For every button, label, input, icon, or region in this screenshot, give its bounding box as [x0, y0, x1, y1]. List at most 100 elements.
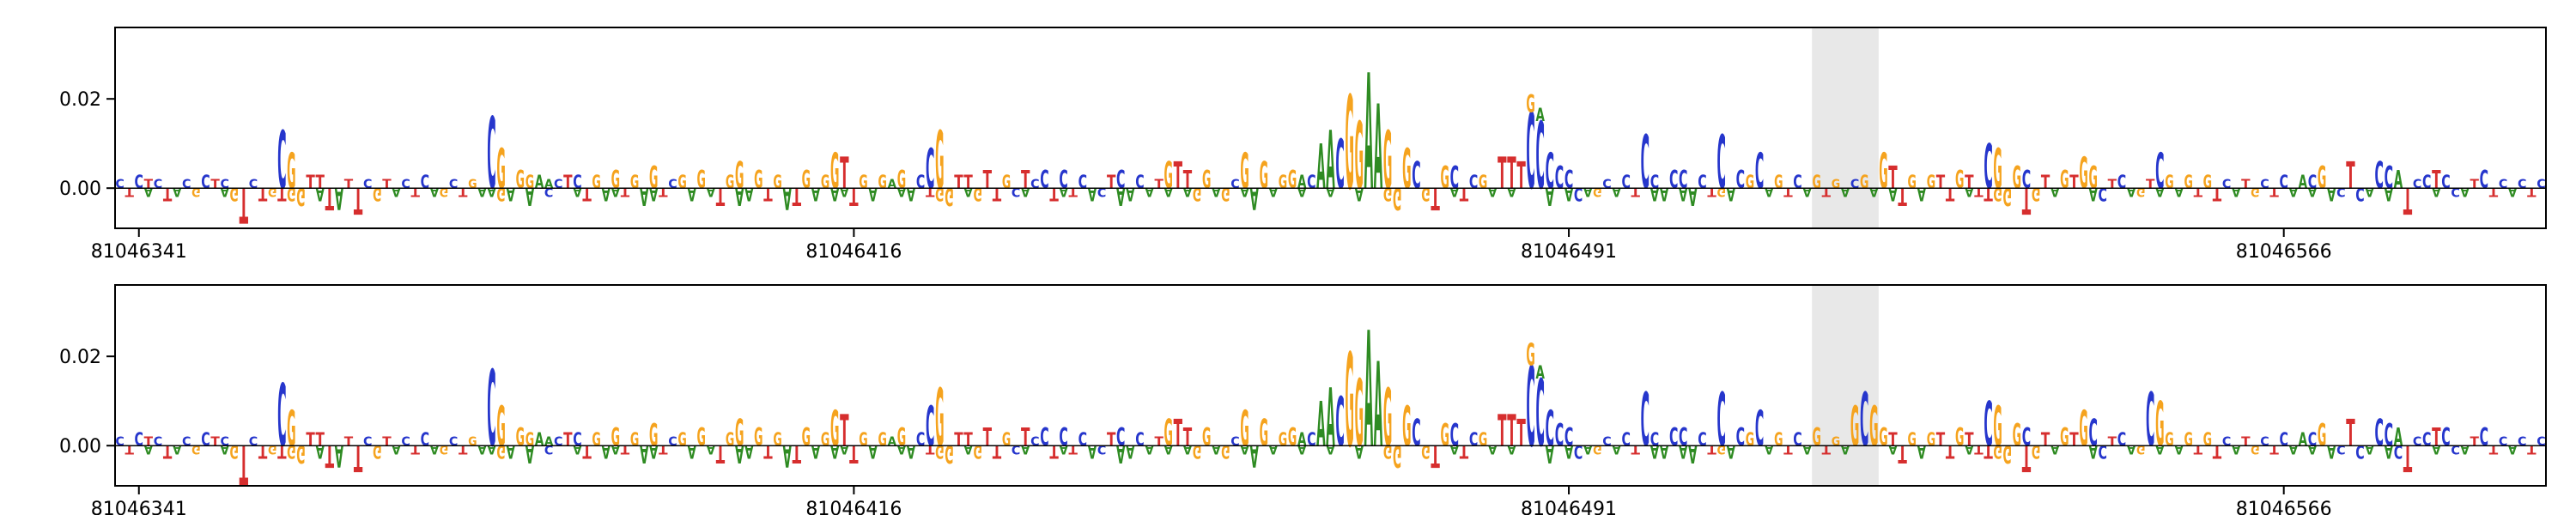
logo-letter: A [1212, 185, 1221, 199]
logo-letter: A [1650, 440, 1660, 461]
logo-letter: T [1431, 438, 1440, 473]
highlight-band [1812, 285, 1879, 486]
logo-letter: T [2108, 435, 2117, 450]
logo-letter: A [1917, 183, 1927, 203]
logo-letter: A [1488, 185, 1498, 199]
logo-letter: A [2385, 183, 2394, 203]
logo-letter: C [573, 173, 581, 193]
logo-letter: G [1746, 430, 1754, 451]
logo-letter: A [2432, 442, 2441, 457]
logo-letter: A [963, 442, 973, 457]
logo-letter: G [1260, 155, 1268, 197]
logo-letter: G [496, 440, 505, 461]
logo-letter: G [945, 181, 953, 209]
logo-letter: A [1116, 181, 1126, 209]
logo-letter: A [1021, 442, 1030, 457]
logo-letter: G [287, 143, 295, 200]
logo-letter: A [811, 440, 821, 461]
logo-letter: G [1393, 438, 1401, 473]
logo-letter: A [1326, 185, 1335, 199]
logo-letter: A [2289, 185, 2299, 199]
logo-letter: T [1174, 155, 1183, 197]
logo-letter: G [296, 181, 305, 209]
logo-letter: A [573, 185, 582, 199]
logo-letter: G [935, 115, 944, 208]
logo-letter: C [1574, 183, 1583, 203]
logo-letter: A [1059, 442, 1068, 457]
logo-letter: C [401, 435, 410, 450]
logo-letter: C [2155, 143, 2164, 200]
logo-letter: C [1621, 430, 1630, 451]
logo-letter: C [2355, 440, 2364, 461]
logo-letter: A [535, 173, 544, 193]
logo-letter: T [2241, 178, 2251, 192]
logo-letter: A [2460, 185, 2470, 199]
logo-letter: T [210, 435, 220, 450]
logo-letter: A [1841, 442, 1850, 457]
logo-letter: G [935, 373, 944, 465]
logo-letter: G [1927, 173, 1935, 193]
logo-letter: A [2050, 185, 2060, 199]
logo-letter: T [954, 173, 963, 193]
logo-letter: C [2499, 178, 2507, 192]
logo-letter: C [1097, 442, 1106, 457]
logo-letter: G [1869, 395, 1878, 459]
logo-letter: A [2174, 185, 2184, 199]
logo-letter: A [2394, 166, 2403, 194]
logo-letter: G [1993, 440, 2002, 461]
logo-letter: T [382, 435, 392, 450]
logo-letter: A [735, 181, 744, 209]
logo-letter: T [1069, 442, 1078, 457]
logo-letter: T [1460, 440, 1468, 461]
logo-letter: A [2050, 442, 2060, 457]
logo-letter: G [773, 173, 781, 193]
logo-letter: T [2022, 436, 2032, 478]
logo-letter: T [144, 435, 154, 450]
logo-letter: T [1707, 185, 1716, 199]
logo-letter: C [1469, 173, 1478, 193]
logo-letter: C [1650, 173, 1659, 193]
logo-letter: T [621, 442, 630, 457]
logo-letter: G [821, 430, 829, 451]
logo-letter: A [144, 442, 154, 457]
logo-letter: A [2088, 440, 2098, 461]
logo-letter: C [1078, 173, 1087, 193]
logo-letter: G [1812, 423, 1820, 451]
logo-letter: T [410, 442, 420, 457]
logo-letter: G [821, 173, 829, 193]
logo-letter: A [1841, 185, 1850, 199]
logo-letter: G [592, 173, 600, 193]
logo-letter: A [1507, 185, 1516, 199]
logo-letter: A [173, 185, 182, 199]
logo-letter: A [602, 440, 611, 461]
logo-letter: G [2003, 181, 2012, 209]
logo-letter: C [1755, 143, 1764, 200]
logo-letter: G [878, 430, 886, 451]
logo-letter: G [630, 430, 639, 451]
logo-letter: A [2394, 423, 2403, 451]
logo-letter: C [1230, 435, 1239, 450]
logo-letter: G [802, 166, 811, 194]
logo-letter: A [611, 442, 621, 457]
logo-letter: A [640, 439, 649, 467]
logo-letter: T [459, 185, 468, 199]
logo-letter: C [1335, 127, 1344, 205]
logo-letter: G [1908, 173, 1917, 193]
logo-letter: G [830, 401, 839, 457]
logo-letter: G [496, 183, 505, 203]
logo-letter: A [1297, 430, 1307, 451]
logo-letter: A [430, 442, 440, 457]
logo-letter: A [782, 180, 792, 215]
logo-letter: C [2385, 418, 2393, 453]
logo-letter: G [373, 440, 381, 461]
logo-letter: A [611, 185, 621, 199]
logo-letter: A [1297, 442, 1307, 457]
logo-letter: T [1107, 173, 1115, 193]
logo-letter: A [707, 442, 716, 457]
logo-letter: G [2088, 161, 2097, 196]
x-tick-label: 81046491 [1521, 499, 1617, 515]
logo-letter: T [793, 181, 801, 209]
logo-letter: G [2060, 423, 2069, 451]
logo-letter: C [2260, 178, 2269, 192]
logo-letter: A [1374, 81, 1382, 216]
